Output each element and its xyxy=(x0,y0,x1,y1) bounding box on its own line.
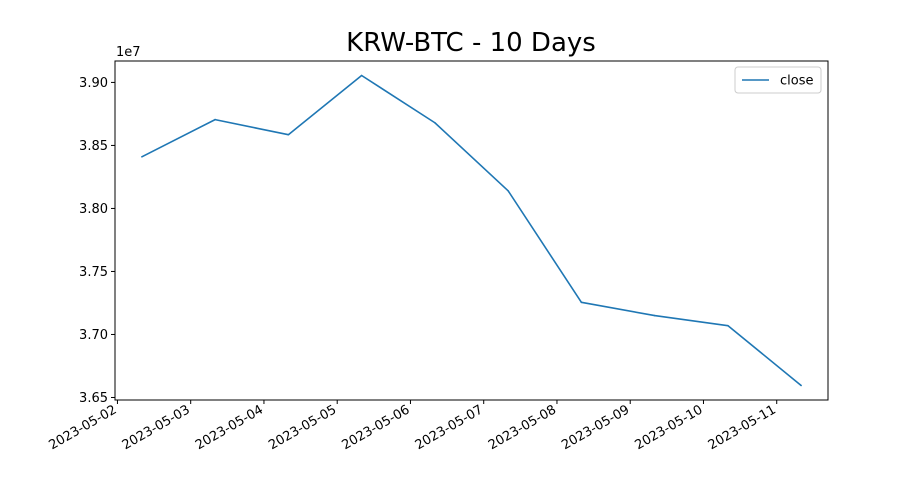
data-point xyxy=(580,301,583,304)
x-axis: 2023-05-02 2023-05-03 2023-05-04 2023-05-05… xyxy=(47,400,779,453)
data-point xyxy=(214,118,216,121)
plot-series xyxy=(141,74,802,387)
x-tick-label: 2023-05-11 xyxy=(706,402,779,453)
legend-box xyxy=(734,66,822,94)
data-point xyxy=(727,324,729,327)
y-axis-offset-label: 1e7 xyxy=(116,45,141,60)
x-tick-label: 2023-05-08 xyxy=(486,402,559,453)
y-tick-label: 3.80 xyxy=(79,202,108,217)
data-point xyxy=(507,190,509,192)
legend: close xyxy=(734,66,822,94)
chart-title: KRW-BTC - 10 Days xyxy=(346,28,596,58)
y-tick-label: 3.90 xyxy=(79,76,108,91)
data-point xyxy=(287,133,290,136)
x-tick-label: 2023-05-07 xyxy=(413,402,486,453)
x-tick-label: 2023-05-10 xyxy=(633,402,706,453)
x-tick-label: 2023-05-02 xyxy=(47,402,120,453)
y-axis: 3.65 3.70 3.75 3.80 3.85 3.90 xyxy=(79,76,115,406)
x-tick-label: 2023-05-04 xyxy=(193,402,266,453)
y-tick-label: 3.70 xyxy=(79,328,108,343)
x-tick-label: 2023-05-03 xyxy=(120,402,193,453)
y-tick-label: 3.65 xyxy=(79,391,108,406)
data-point xyxy=(141,155,143,158)
y-tick-label: 3.85 xyxy=(79,139,108,154)
legend-label: close xyxy=(780,74,813,89)
data-point xyxy=(800,384,802,387)
y-tick-label: 3.75 xyxy=(79,265,108,280)
x-tick-label: 2023-05-06 xyxy=(340,402,413,453)
x-tick-label: 2023-05-05 xyxy=(266,402,339,453)
data-point xyxy=(434,121,436,124)
data-point xyxy=(653,314,656,317)
x-tick-label: 2023-05-09 xyxy=(559,402,632,453)
data-point xyxy=(360,74,363,77)
plot-frame xyxy=(114,60,829,401)
series-line-close xyxy=(141,74,802,387)
